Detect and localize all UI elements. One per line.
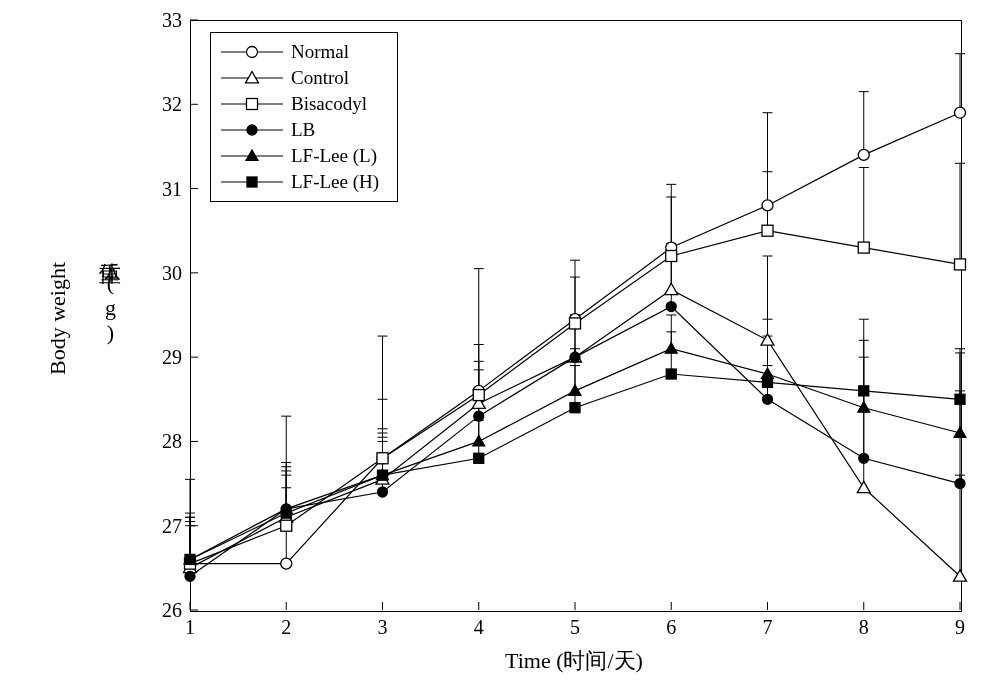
svg-point-158 [666,302,676,312]
svg-rect-163 [281,508,291,518]
svg-point-143 [955,107,966,118]
svg-rect-165 [474,453,484,463]
svg-rect-162 [185,554,195,564]
svg-point-136 [281,558,292,569]
svg-rect-146 [377,453,388,464]
svg-point-159 [763,394,773,404]
svg-rect-168 [763,377,773,387]
svg-point-153 [185,571,195,581]
svg-point-160 [859,453,869,463]
svg-rect-147 [473,390,484,401]
svg-rect-151 [858,242,869,253]
svg-point-141 [762,200,773,211]
svg-rect-152 [955,259,966,270]
svg-point-142 [858,149,869,160]
svg-point-156 [474,411,484,421]
svg-point-161 [955,479,965,489]
svg-rect-166 [570,403,580,413]
svg-rect-169 [859,386,869,396]
svg-rect-148 [570,318,581,329]
svg-point-157 [570,352,580,362]
svg-rect-167 [666,369,676,379]
svg-rect-145 [281,520,292,531]
svg-rect-164 [378,470,388,480]
svg-point-155 [378,487,388,497]
svg-rect-150 [762,225,773,236]
svg-rect-170 [955,394,965,404]
svg-rect-149 [666,251,677,262]
